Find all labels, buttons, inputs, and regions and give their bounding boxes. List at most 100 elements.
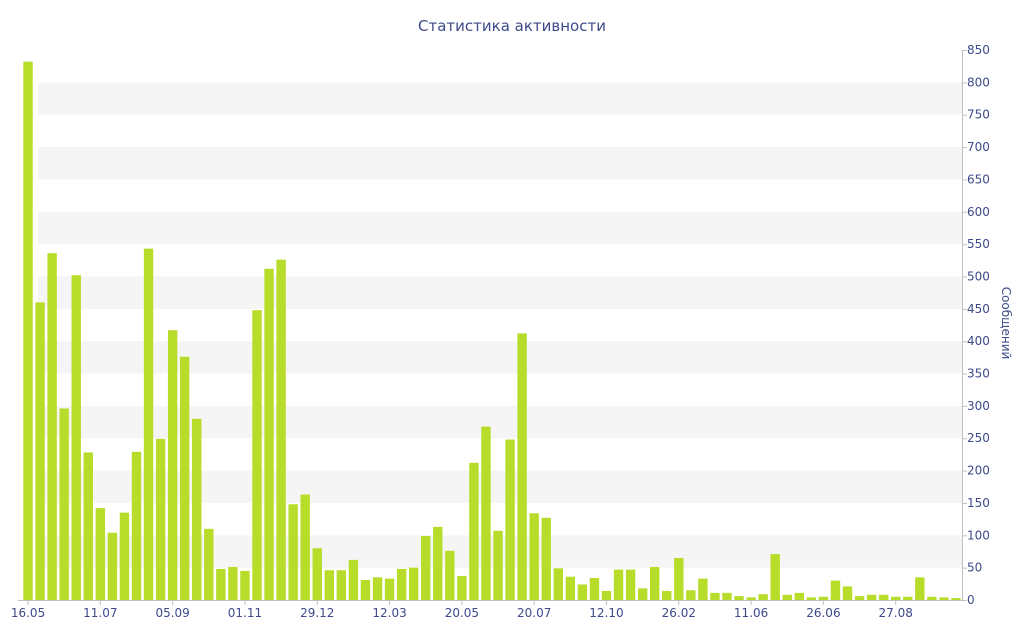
bar xyxy=(722,592,732,600)
y-tick-label: 750 xyxy=(967,108,990,122)
y-tick-label: 550 xyxy=(967,237,990,251)
bar xyxy=(577,584,588,600)
x-tick-label: 26.02 xyxy=(662,606,696,620)
grid-band xyxy=(38,276,962,309)
bar xyxy=(541,517,551,600)
x-tick-label: 20.05 xyxy=(445,606,479,620)
bar xyxy=(758,594,768,600)
bar xyxy=(903,596,913,600)
bar xyxy=(445,550,455,600)
bar xyxy=(372,577,383,600)
bar xyxy=(35,302,45,600)
bar xyxy=(469,462,479,600)
bar xyxy=(589,578,600,600)
bar xyxy=(782,594,792,600)
bar xyxy=(336,570,347,600)
bar xyxy=(878,594,889,600)
bar xyxy=(842,586,853,600)
y-tick-label: 200 xyxy=(967,464,990,478)
y-tick-label: 150 xyxy=(967,496,990,510)
bar xyxy=(601,590,612,600)
bar xyxy=(408,567,419,600)
y-axis-label: Сообщений xyxy=(999,287,1013,360)
bar xyxy=(553,568,563,600)
y-tick-label: 350 xyxy=(967,367,990,381)
bar xyxy=(119,512,130,600)
bar xyxy=(698,578,708,600)
y-tick-label: 450 xyxy=(967,302,990,316)
x-tick-label: 12.10 xyxy=(589,606,623,620)
bar xyxy=(457,576,467,600)
bar xyxy=(360,579,371,600)
bar xyxy=(806,597,817,600)
bar xyxy=(421,535,431,600)
x-tick-label: 26.06 xyxy=(806,606,840,620)
bar xyxy=(915,577,925,600)
grid-band xyxy=(38,341,962,374)
bar xyxy=(59,408,69,600)
y-tick-label: 650 xyxy=(967,172,990,186)
x-tick-label: 29.12 xyxy=(300,606,334,620)
bar xyxy=(529,513,539,600)
bar xyxy=(264,268,274,600)
bar xyxy=(794,592,805,600)
bar xyxy=(517,333,527,600)
bar xyxy=(95,508,106,600)
y-tick-label: 800 xyxy=(967,75,990,89)
bar xyxy=(71,275,81,600)
bar xyxy=(505,439,515,600)
bar xyxy=(613,569,624,600)
y-tick-label: 700 xyxy=(967,140,990,154)
bar xyxy=(252,310,262,600)
bar xyxy=(770,554,780,600)
bar xyxy=(83,452,93,600)
grid-band xyxy=(38,470,962,503)
bar xyxy=(866,594,877,600)
x-tick-label: 11.07 xyxy=(83,606,117,620)
y-tick-label: 50 xyxy=(967,561,982,575)
bar xyxy=(47,253,57,601)
bar xyxy=(493,530,503,600)
bar xyxy=(746,597,756,600)
bar xyxy=(818,596,829,600)
bar xyxy=(396,568,407,600)
bar xyxy=(228,567,238,600)
y-tick-label: 500 xyxy=(967,269,990,283)
bar xyxy=(565,576,576,600)
bar xyxy=(649,567,660,600)
bar xyxy=(300,494,310,600)
bar xyxy=(891,596,901,600)
y-tick-label: 300 xyxy=(967,399,990,413)
bar xyxy=(216,568,226,600)
bar xyxy=(143,248,154,600)
y-axis-ticks: 0 50 100 150 200 250 300 350 400 450 500 550 600 650 7… xyxy=(962,43,990,607)
y-tick-label: 850 xyxy=(967,43,990,57)
bar-series xyxy=(23,61,961,601)
bar xyxy=(854,596,865,600)
x-tick-label: 11.06 xyxy=(734,606,768,620)
x-tick-label: 16.05 xyxy=(11,606,45,620)
bar xyxy=(167,330,178,600)
y-tick-label: 400 xyxy=(967,334,990,348)
bar xyxy=(625,569,636,600)
grid-band xyxy=(38,82,962,115)
bar xyxy=(637,588,648,600)
bar xyxy=(939,597,949,600)
grid-band xyxy=(38,405,962,439)
y-tick-label: 600 xyxy=(967,205,990,219)
bar xyxy=(179,356,190,600)
bar xyxy=(107,532,118,600)
bar xyxy=(433,526,443,600)
bar xyxy=(312,548,322,600)
bar xyxy=(288,504,298,600)
bar xyxy=(686,590,696,600)
x-tick-label: 01.11 xyxy=(228,606,262,620)
bar xyxy=(662,590,672,600)
x-tick-label: 27.08 xyxy=(879,606,913,620)
y-tick-label: 0 xyxy=(967,593,975,607)
bar xyxy=(927,596,937,600)
x-tick-label: 05.09 xyxy=(155,606,189,620)
bar xyxy=(240,570,250,600)
bar xyxy=(830,580,841,600)
